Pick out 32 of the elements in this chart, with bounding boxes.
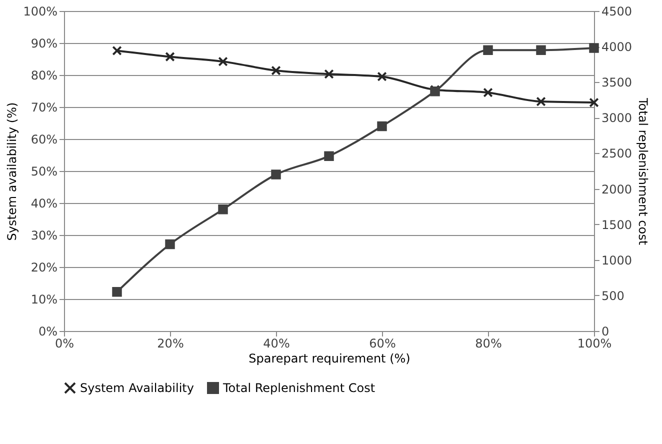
- y-tick-label: 20%: [30, 260, 58, 274]
- y-tick-label: 10%: [30, 292, 58, 306]
- y2-tick-label: 2000: [602, 182, 632, 196]
- y-tick-label: 50%: [30, 164, 58, 178]
- y2-tick-label: 500: [602, 288, 624, 303]
- legend-label: Total Replenishment Cost: [222, 381, 376, 395]
- y2-tick-label: 4500: [602, 4, 632, 18]
- y-tick-label: 0%: [38, 324, 58, 338]
- y-tick-label: 100%: [23, 4, 58, 18]
- y2-tick-label: 1500: [602, 218, 632, 232]
- x-tick-label: 60%: [369, 336, 396, 350]
- x-tick-label: 100%: [577, 336, 612, 350]
- y2-axis-title: Total replenishment cost: [636, 96, 650, 246]
- y2-tick-label: 0: [602, 324, 610, 338]
- y-tick-label: 30%: [30, 228, 58, 242]
- y-tick-label: 40%: [30, 196, 58, 210]
- y2-tick-label: 3500: [602, 76, 632, 90]
- y2-tick-label: 3000: [602, 111, 632, 126]
- x-tick-label: 40%: [263, 336, 290, 350]
- x-tick-label: 80%: [475, 336, 502, 350]
- y-tick-label: 60%: [30, 132, 58, 146]
- y-tick-label: 90%: [30, 36, 58, 50]
- y2-tick-label: 4000: [602, 40, 632, 54]
- y2-tick-label: 1000: [602, 253, 632, 268]
- x-axis-title: Sparepart requirement (%): [248, 352, 410, 366]
- y-tick-label: 80%: [30, 68, 58, 82]
- x-tick-label: 20%: [157, 336, 184, 350]
- y-axis-title: System availability (%): [5, 102, 20, 241]
- x-tick-label: 0%: [54, 336, 74, 350]
- y-tick-label: 70%: [30, 100, 58, 114]
- legend-label: System Availability: [80, 381, 194, 395]
- y2-tick-label: 2500: [602, 146, 632, 161]
